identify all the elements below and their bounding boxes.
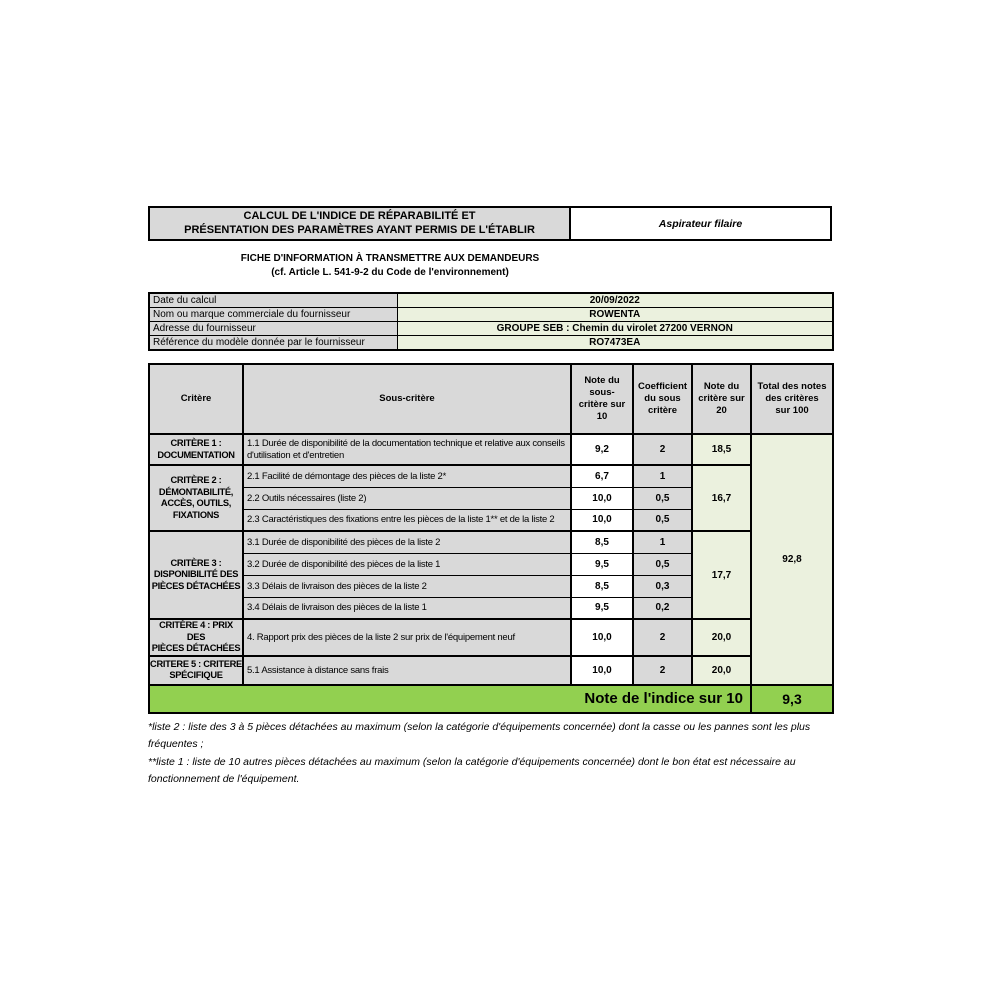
table-row: 3.2 Durée de disponibilité des pièces de… [149,552,833,576]
subcriterion-3-3-cell: 3.3 Délais de livraison des pièces de la… [242,574,572,598]
note10-5-1-cell: 10,0 [570,654,634,685]
criterion-1-cell: CRITÈRE 1 : DOCUMENTATION [148,433,244,466]
col-header-sous-critere: Sous-critère [242,363,572,435]
info-label-model-ref: Référence du modèle donnée par le fourni… [148,335,398,351]
subcriterion-5-1-cell: 5.1 Assistance à distance sans frais [242,654,572,685]
col-header-critere: Critère [148,363,244,435]
subtitle-line-2: (cf. Article L. 541-9-2 du Code de l'env… [271,266,509,278]
subcriterion-2-1-cell: 2.1 Facilité de démontage des pièces de … [242,464,572,488]
coeff-2-3-cell: 0,5 [632,508,693,532]
table-row: CRITÈRE 3 : DISPONIBILITÉ DES PIÈCES DÉT… [148,530,833,620]
note10-3-3-cell: 8,5 [570,574,634,598]
criterion-4-cell: CRITÈRE 4 : PRIX DES PIÈCES DÉTACHÉES [148,618,244,656]
note10-2-3-cell: 10,0 [570,508,634,532]
coeff-3-3-cell: 0,3 [632,574,693,598]
table-row: CRITÈRE 1 : DOCUMENTATION 1.1 Durée de d… [148,433,834,685]
final-score-label-cell: Note de l'indice sur 10 [148,683,752,714]
footnote-liste-2: *liste 2 : liste des 3 à 5 pièces détach… [148,720,811,751]
criterion-3-cell: CRITÈRE 3 : DISPONIBILITÉ DES PIÈCES DÉT… [148,530,244,620]
table-row: 3.3 Délais de livraison des pièces de la… [149,574,833,598]
table-row: CRITERE 5 : CRITERE SPÉCIFIQUE 5.1 Assis… [148,654,833,685]
coeff-4-cell: 2 [632,618,693,656]
info-value-supplier-address: GROUPE SEB : Chemin du virolet 27200 VER… [396,321,834,336]
final-score-value-cell: 9,3 [750,683,834,714]
supplier-info-table: Date du calcul 20/09/2022 Nom ou marque … [148,292,834,351]
coeff-5-1-cell: 2 [632,654,693,685]
note10-3-4-cell: 9,5 [570,596,634,620]
note20-criterion-1-cell: 18,5 [691,433,752,466]
footnote-liste-1: **liste 1 : liste de 10 autres pièces dé… [148,755,796,786]
criterion-2-cell: CRITÈRE 2 : DÉMONTABILITÉ, ACCÈS, OUTILS… [148,464,244,532]
note10-3-1-cell: 8,5 [570,530,634,554]
note10-4-cell: 10,0 [570,618,634,656]
subcriterion-2-3-cell: 2.3 Caractéristiques des fixations entre… [242,508,572,532]
subtitle-line-1: FICHE D'INFORMATION À TRANSMETTRE AUX DE… [240,253,540,264]
note20-criterion-2-cell: 16,7 [691,464,752,532]
coeff-2-2-cell: 0,5 [632,486,693,510]
table-row: 3.4 Délais de livraison des pièces de la… [149,596,833,620]
criteria-table-header: Critère Sous-critère Note du sous- critè… [148,363,834,435]
info-value-date: 20/09/2022 [396,292,834,308]
coeff-3-2-cell: 0,5 [632,552,693,576]
col-header-total100: Total des notes des critères sur 100 [750,363,834,435]
document-title-line-2: PRÉSENTATION DES PARAMÈTRES AYANT PERMIS… [184,223,535,236]
col-header-note20: Note du critère sur 20 [691,363,752,435]
document-subtitle: FICHE D'INFORMATION À TRANSMETTRE AUX DE… [148,252,632,279]
info-row-date: Date du calcul 20/09/2022 [148,292,834,308]
note20-criterion-4-cell: 20,0 [691,618,752,656]
subcriterion-2-2-cell: 2.2 Outils nécessaires (liste 2) [242,486,572,510]
note10-2-2-cell: 10,0 [570,486,634,510]
note10-2-1-cell: 6,7 [570,464,634,488]
info-value-model-ref: RO7473EA [396,335,834,351]
info-label-supplier-name: Nom ou marque commerciale du fournisseur [148,307,398,322]
final-score-row: Note de l'indice sur 10 9,3 [148,683,834,714]
subcriterion-3-1-cell: 3.1 Durée de disponibilité des pièces de… [242,530,572,554]
info-row-supplier-name: Nom ou marque commerciale du fournisseur… [148,307,834,322]
coeff-3-4-cell: 0,2 [632,596,693,620]
table-row: CRITÈRE 2 : DÉMONTABILITÉ, ACCÈS, OUTILS… [148,464,833,532]
criterion-5-cell: CRITERE 5 : CRITERE SPÉCIFIQUE [148,654,244,685]
coeff-2-1-cell: 1 [632,464,693,488]
document-title-block: CALCUL DE L'INDICE DE RÉPARABILITÉ ET PR… [150,208,571,239]
note20-criterion-3-cell: 17,7 [691,530,752,620]
info-value-supplier-name: ROWENTA [396,307,834,322]
product-category-block: Aspirateur filaire [571,208,830,239]
info-row-supplier-address: Adresse du fournisseur GROUPE SEB : Chem… [148,321,834,336]
note20-criterion-5-cell: 20,0 [691,654,752,685]
info-label-supplier-address: Adresse du fournisseur [148,321,398,336]
note10-1-1-cell: 9,2 [570,433,634,466]
subcriterion-4-cell: 4. Rapport prix des pièces de la liste 2… [242,618,572,656]
info-row-model-ref: Référence du modèle donnée par le fourni… [148,335,834,351]
document-title-line-1: CALCUL DE L'INDICE DE RÉPARABILITÉ ET [243,210,476,222]
subcriterion-1-1-cell: 1.1 Durée de disponibilité de la documen… [242,433,572,466]
coeff-3-1-cell: 1 [632,530,693,554]
footnotes: *liste 2 : liste des 3 à 5 pièces détach… [148,719,816,789]
coeff-1-1-cell: 2 [632,433,693,466]
header-row: CALCUL DE L'INDICE DE RÉPARABILITÉ ET PR… [148,206,832,241]
col-header-note10: Note du sous- critère sur 10 [570,363,634,435]
note10-3-2-cell: 9,5 [570,552,634,576]
info-label-date: Date du calcul [148,292,398,308]
subcriterion-3-2-cell: 3.2 Durée de disponibilité des pièces de… [242,552,572,576]
col-header-coefficient: Coefficient du sous critère [632,363,693,435]
criteria-table: Critère Sous-critère Note du sous- critè… [148,363,834,714]
repairability-sheet: CALCUL DE L'INDICE DE RÉPARABILITÉ ET PR… [148,206,834,789]
subcriterion-3-4-cell: 3.4 Délais de livraison des pièces de la… [242,596,572,620]
product-category-label: Aspirateur filaire [658,217,743,230]
table-row: CRITÈRE 4 : PRIX DES PIÈCES DÉTACHÉES 4.… [148,618,833,656]
total-100-cell: 92,8 [750,433,834,685]
